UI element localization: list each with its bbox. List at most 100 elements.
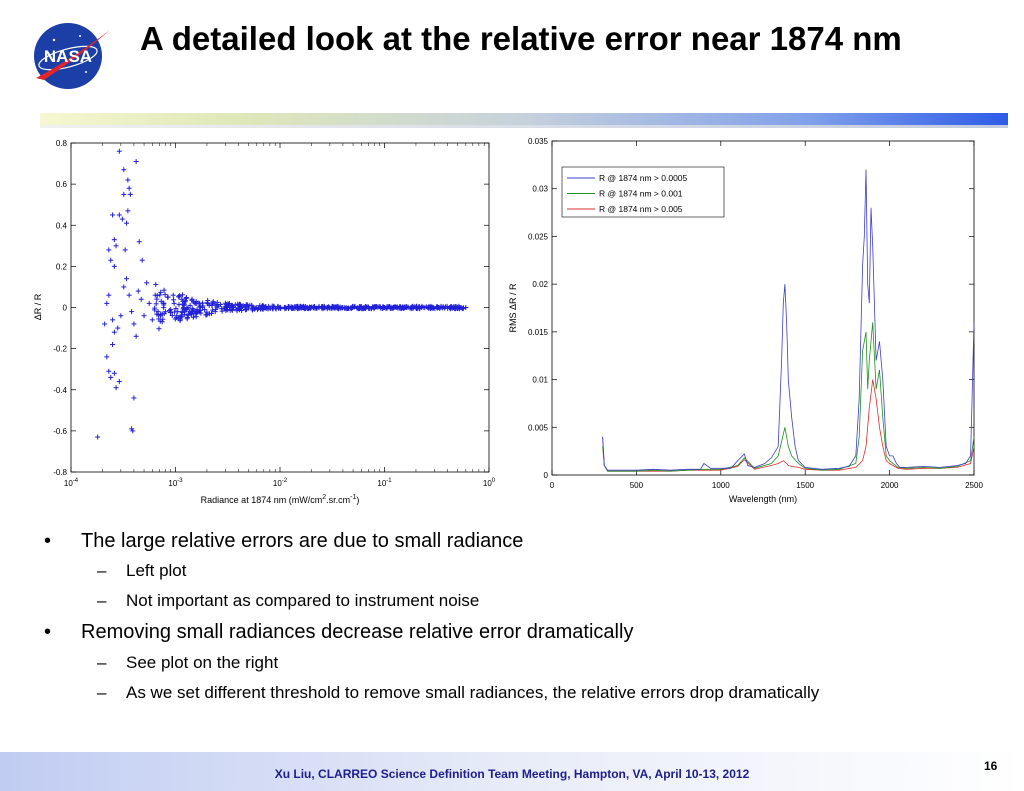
- y-tick-label: 0.2: [56, 262, 68, 271]
- scatter-point: [195, 300, 201, 306]
- scatter-point: [410, 304, 416, 310]
- scatter-point: [234, 308, 240, 314]
- scatter-point: [215, 303, 221, 309]
- bullet-item: • Removing small radiances decrease rela…: [40, 616, 1000, 648]
- page-number: 16: [984, 759, 998, 773]
- scatter-point: [331, 305, 337, 311]
- scatter-point: [351, 304, 357, 310]
- scatter-point: [214, 299, 220, 305]
- sub-bullet-text: Not important as compared to instrument …: [126, 591, 480, 610]
- scatter-point: [111, 329, 117, 335]
- scatter-point: [130, 428, 136, 434]
- scatter-point: [249, 307, 255, 313]
- sub-bullet-text: See plot on the right: [126, 653, 279, 672]
- scatter-point: [176, 293, 182, 299]
- bullet-marker: •: [44, 621, 52, 643]
- scatter-point: [126, 185, 132, 191]
- sub-bullet-marker: –: [97, 683, 107, 702]
- left-x-axis-label: Radiance at 1874 nm (mW/cm2.sr.cm-1): [201, 494, 360, 505]
- scatter-point: [160, 316, 166, 322]
- scatter-point: [190, 314, 196, 320]
- scatter-point: [453, 304, 459, 310]
- y-tick-label: 0.03: [532, 185, 548, 194]
- scatter-point: [124, 276, 130, 282]
- scatter-point: [254, 304, 260, 310]
- bullet-text: The large relative errors are due to sma…: [81, 530, 524, 552]
- scatter-point: [173, 306, 179, 312]
- scatter-point: [224, 304, 230, 310]
- bullet-item: • The large relative errors are due to s…: [40, 526, 1000, 556]
- scatter-point: [152, 307, 158, 313]
- scatter-point: [447, 305, 453, 311]
- scatter-point: [133, 159, 139, 165]
- sub-bullet-text: As we set different threshold to remove …: [126, 683, 820, 702]
- scatter-point: [180, 305, 186, 311]
- y-tick-label: 0.025: [528, 232, 549, 241]
- scatter-point: [126, 292, 132, 298]
- scatter-point: [189, 297, 195, 303]
- scatter-point: [434, 305, 440, 311]
- scatter-point: [277, 304, 283, 310]
- scatter-point: [158, 289, 164, 295]
- scatter-point: [111, 237, 117, 243]
- bullet-text: Removing small radiances decrease relati…: [81, 621, 634, 643]
- bullet-marker: •: [44, 530, 52, 552]
- sub-bullet-item: – As we set different threshold to remov…: [40, 678, 1000, 708]
- scatter-point: [181, 309, 187, 315]
- sub-bullet-item: – See plot on the right: [40, 648, 1000, 678]
- scatter-point: [260, 306, 266, 312]
- scatter-point: [154, 296, 160, 302]
- nasa-logo: NASA: [30, 20, 114, 92]
- scatter-point: [448, 304, 454, 310]
- y-tick-label: 0.8: [56, 139, 68, 148]
- scatter-point: [335, 304, 341, 310]
- scatter-point: [156, 326, 162, 332]
- legend-label: R @ 1874 nm > 0.005: [599, 204, 683, 214]
- scatter-point: [179, 292, 185, 298]
- right-x-ticks: 0 500 1000 1500 2000 2500: [550, 141, 983, 490]
- scatter-point: [153, 301, 159, 307]
- scatter-point: [104, 300, 110, 306]
- scatter-point: [183, 295, 189, 301]
- y-tick-label: -0.8: [53, 468, 67, 477]
- scatter-point: [124, 220, 130, 226]
- scatter-point: [133, 333, 139, 339]
- right-series-lines: [602, 169, 975, 472]
- scatter-point: [184, 315, 190, 321]
- scatter-point: [146, 300, 152, 306]
- scatter-point: [116, 212, 122, 218]
- right-y-axis-label: RMS ΔR / R: [508, 283, 518, 333]
- scatter-point: [348, 305, 354, 311]
- scatter-point: [239, 307, 245, 313]
- x-tick-label: 10-1: [377, 478, 392, 488]
- x-tick-label: 10-2: [273, 478, 288, 488]
- scatter-point: [95, 434, 101, 440]
- scatter-point: [196, 309, 202, 315]
- scatter-point: [106, 368, 112, 374]
- right-y-ticks: 0 0.005 0.01 0.015 0.02 0.025 0.03 0.035: [528, 137, 974, 480]
- title-underline-shadow: [40, 125, 1008, 128]
- scatter-point: [110, 317, 116, 323]
- scatter-point: [266, 303, 272, 309]
- y-tick-label: 0: [63, 304, 68, 313]
- footer-bar: [0, 752, 1024, 791]
- scatter-point: [398, 306, 404, 312]
- y-tick-label: -0.2: [53, 345, 67, 354]
- x-tick-label: 2000: [881, 481, 899, 490]
- x-tick-label: 10-4: [64, 478, 79, 488]
- scatter-point: [110, 342, 116, 348]
- scatter-point: [202, 307, 208, 313]
- scatter-point: [204, 300, 210, 306]
- right-line-chart: 0 0.005 0.01 0.015 0.02 0.025 0.03 0.035 0 500 10…: [508, 137, 983, 504]
- scatter-point: [160, 300, 166, 306]
- series-line: [602, 169, 975, 471]
- scatter-point: [282, 306, 288, 312]
- x-tick-label: 100: [483, 478, 496, 488]
- sub-bullet-item: – Not important as compared to instrumen…: [40, 586, 1000, 616]
- y-tick-label: 0: [544, 471, 549, 480]
- scatter-point: [414, 305, 420, 311]
- scatter-point: [113, 243, 119, 249]
- scatter-point: [131, 395, 137, 401]
- scatter-point: [426, 305, 432, 311]
- scatter-point: [104, 354, 110, 360]
